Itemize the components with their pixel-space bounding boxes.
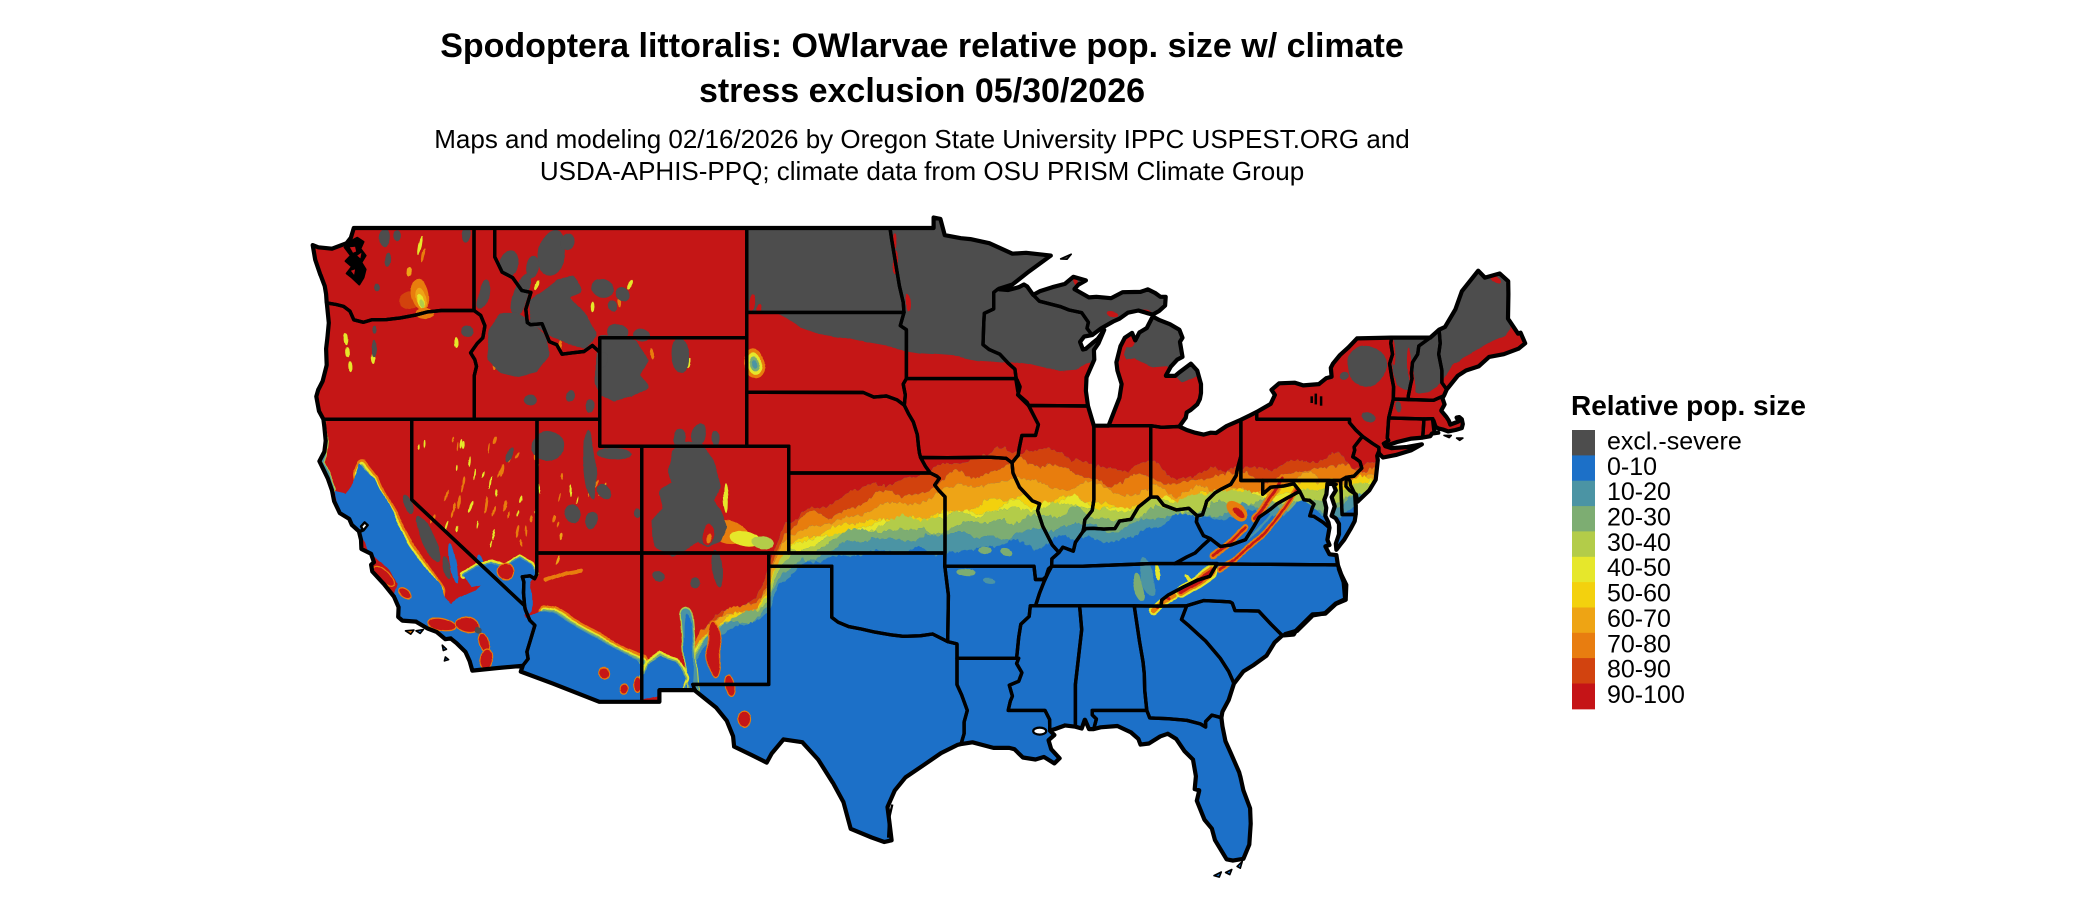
svg-text:80-90: 80-90 bbox=[1607, 656, 1671, 684]
svg-text:50-60: 50-60 bbox=[1607, 580, 1671, 608]
svg-text:90-100: 90-100 bbox=[1607, 681, 1685, 709]
svg-text:70-80: 70-80 bbox=[1607, 630, 1671, 658]
svg-text:10-20: 10-20 bbox=[1607, 478, 1671, 506]
svg-text:excl.-severe: excl.-severe bbox=[1607, 428, 1742, 456]
svg-text:60-70: 60-70 bbox=[1607, 605, 1671, 633]
svg-text:stress exclusion 05/30/2026: stress exclusion 05/30/2026 bbox=[699, 72, 1145, 110]
svg-text:Maps and modeling 02/16/2026 b: Maps and modeling 02/16/2026 by Oregon S… bbox=[434, 124, 1410, 154]
svg-text:20-30: 20-30 bbox=[1607, 504, 1671, 532]
svg-text:USDA-APHIS-PPQ; climate data f: USDA-APHIS-PPQ; climate data from OSU PR… bbox=[540, 156, 1304, 186]
svg-text:40-50: 40-50 bbox=[1607, 554, 1671, 582]
svg-text:30-40: 30-40 bbox=[1607, 529, 1671, 557]
svg-text:Relative pop. size: Relative pop. size bbox=[1571, 390, 1806, 421]
svg-text:0-10: 0-10 bbox=[1607, 453, 1657, 481]
svg-text:Spodoptera littoralis: OWlarva: Spodoptera littoralis: OWlarvae relative… bbox=[440, 27, 1404, 65]
